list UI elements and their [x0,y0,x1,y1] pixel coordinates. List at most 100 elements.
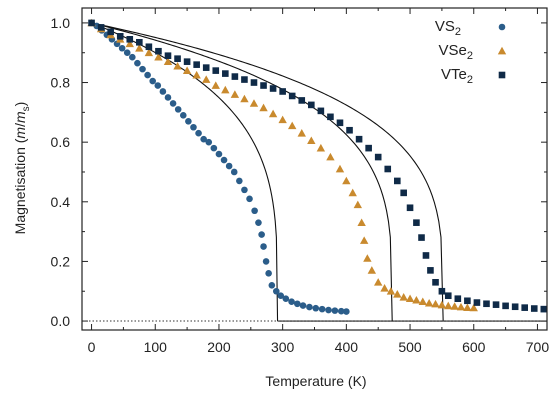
data-point-vte2 [400,189,407,197]
legend-marker-vte2 [498,71,506,79]
data-point-vs2 [246,195,253,203]
y-axis-title-m: m [12,127,28,139]
data-point-vte2 [444,292,452,300]
data-point-vse2 [342,176,351,185]
x-tick-label: 100 [144,339,168,355]
data-point-vs2 [282,295,290,302]
data-point-vs2 [288,298,295,305]
y-tick-label: 0.0 [51,313,71,329]
data-point-vse2 [278,115,287,124]
data-point-vte2 [438,287,446,295]
data-point-vte2 [222,70,229,77]
data-point-vte2 [250,79,258,86]
legend-label-vse2: VSe2 [439,42,473,62]
data-point-vse2 [192,70,201,79]
data-point-vse2 [363,254,372,262]
x-tick-label: 400 [335,339,359,355]
data-point-vse2 [357,218,366,227]
data-point-vse2 [393,290,402,298]
x-tick-label: 0 [88,339,96,355]
data-point-vse2 [335,164,345,173]
data-point-vse2 [380,284,389,292]
legend-marker-vs2 [498,23,506,31]
data-point-vte2 [327,113,334,121]
data-point-vte2 [212,67,220,74]
data-point-vte2 [432,278,439,286]
data-point-vte2 [365,144,372,152]
data-point-vs2 [174,106,182,113]
data-point-vte2 [174,55,181,62]
data-point-vte2 [374,153,382,161]
data-point-vse2 [154,52,163,61]
data-point-vs2 [251,207,258,215]
plot-frame [81,7,548,331]
data-point-vs2 [236,177,243,185]
data-point-vs2 [272,287,280,295]
series-vse2 [87,18,478,312]
data-point-vte2 [126,36,134,43]
data-point-vse2 [249,99,259,107]
data-point-vse2 [288,121,297,130]
data-point-vs2 [331,307,339,314]
y-tick-label: 0.4 [51,194,71,210]
data-point-vs2 [205,138,213,146]
data-point-vte2 [241,76,248,83]
data-point-vte2 [279,88,286,95]
data-point-vte2 [202,64,210,71]
data-point-vs2 [265,270,272,277]
data-point-vte2 [454,295,462,302]
data-point-vs2 [230,168,238,176]
data-point-vse2 [211,81,220,89]
data-point-vse2 [469,303,478,312]
data-point-vs2 [134,59,141,67]
data-point-vte2 [97,24,105,31]
data-point-vse2 [450,302,459,310]
legend: VS2 VSe2 VTe2 [435,18,507,86]
x-tick-label: 200 [207,339,231,355]
data-point-vte2 [183,58,191,65]
data-point-vs2 [129,53,136,61]
y-tick-label: 0.8 [51,75,71,91]
data-point-vs2 [144,71,151,79]
data-point-vs2 [123,49,131,57]
data-point-vse2 [431,299,440,308]
data-point-vte2 [88,19,95,27]
data-point-vs2 [179,112,187,119]
data-point-vte2 [336,119,344,127]
data-point-vs2 [149,77,157,85]
data-point-vse2 [444,301,453,310]
data-point-vse2 [316,143,326,152]
data-point-vs2 [294,300,301,308]
x-tick-label: 300 [271,339,295,355]
data-point-vte2 [145,43,153,51]
y-axis-title-sub: s [21,106,32,111]
data-point-vs2 [255,219,262,226]
data-point-vse2 [125,39,134,48]
data-point-vs2 [260,243,267,250]
data-point-vse2 [163,57,173,66]
data-point-vte2 [422,252,430,259]
y-tick-label: 1.0 [51,15,71,31]
data-points [87,18,548,315]
data-point-vse2 [405,294,415,303]
data-point-vs2 [159,88,167,95]
data-point-vte2 [540,305,548,313]
y-axis-ticks: 0.0 0.2 0.4 0.6 0.8 1.0 [51,15,547,329]
y-axis-title-prefix: Magnetisation ( [12,138,28,234]
data-point-vs2 [306,303,313,311]
data-point-vte2 [136,38,143,46]
legend-markers [497,23,507,79]
series-vs2 [88,19,350,315]
data-point-vs2 [343,308,350,315]
x-tick-label: 700 [526,339,550,355]
data-point-vse2 [259,103,268,112]
data-point-vse2 [202,75,211,83]
data-point-vse2 [307,136,316,145]
data-point-vte2 [464,297,471,305]
data-point-vte2 [384,165,392,173]
data-point-vse2 [230,90,240,98]
data-point-vse2 [386,287,396,295]
data-point-vse2 [456,302,466,311]
data-point-vte2 [193,61,200,68]
data-point-vte2 [116,33,124,40]
